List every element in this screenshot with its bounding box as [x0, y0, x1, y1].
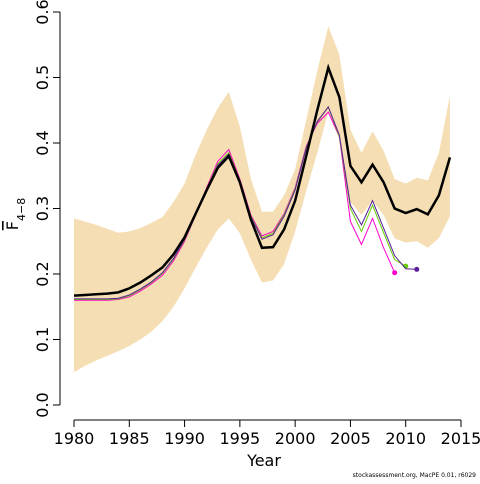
y-axis-label: F4−8	[3, 198, 28, 230]
y-axis-label-main: F	[3, 221, 22, 230]
y-tick-label: 0.6	[33, 0, 52, 25]
y-tick-label: 0.1	[33, 327, 52, 352]
x-tick-label: 2015	[441, 429, 480, 448]
y-axis-label-sub: 4−8	[15, 198, 28, 221]
x-tick-label: 2000	[275, 429, 316, 448]
y-tick-label: 0.5	[33, 65, 52, 90]
x-tick-label: 2010	[385, 429, 426, 448]
y-tick-label: 0.0	[33, 392, 52, 417]
y-tick-label: 0.4	[33, 130, 52, 155]
end-point	[392, 270, 398, 276]
y-tick-label: 0.3	[33, 196, 52, 221]
x-tick-label: 1985	[109, 429, 150, 448]
footer: stockassessment.org, MacPE 0.01, r6029	[353, 472, 477, 479]
x-tick-label: 1980	[54, 429, 95, 448]
series-line	[73, 63, 452, 297]
x-tick-label: 1990	[164, 429, 205, 448]
x-axis-label: Year	[246, 451, 281, 470]
x-tick-label: 2005	[330, 429, 371, 448]
y-tick-label: 0.2	[33, 261, 52, 286]
end-point	[414, 266, 420, 272]
confidence-band	[74, 26, 450, 373]
x-tick-label: 1995	[219, 429, 260, 448]
